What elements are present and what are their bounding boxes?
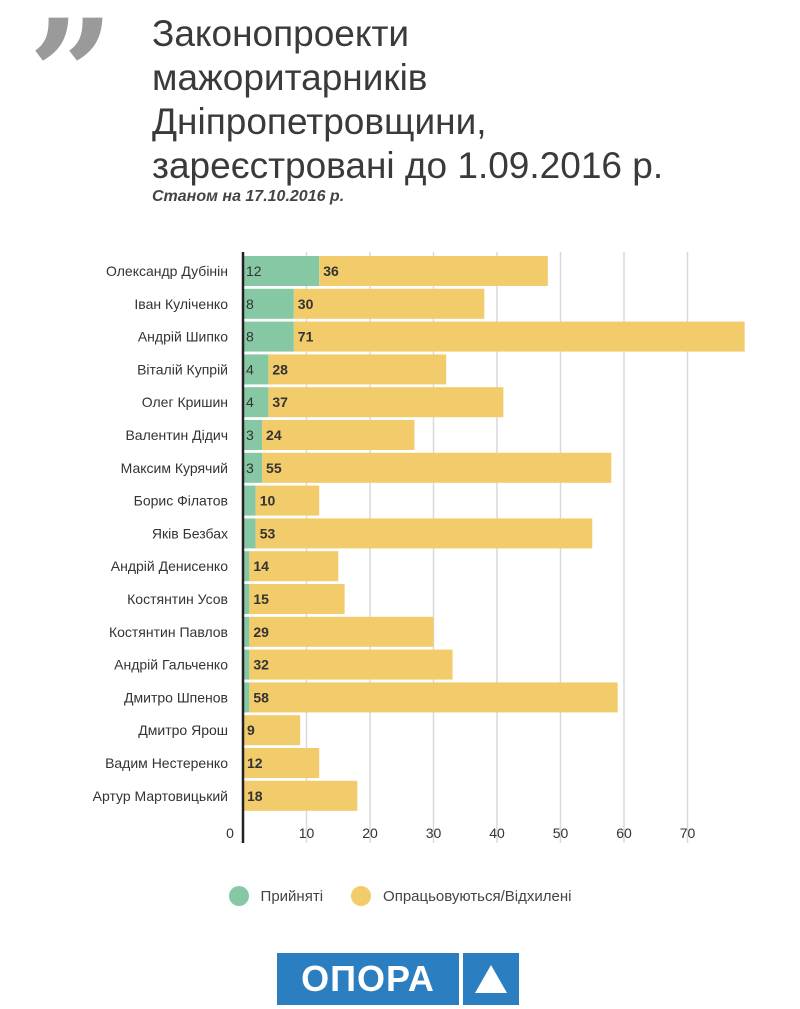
category-label: Андрій Шипко [138, 329, 228, 345]
data-label-pending: 53 [260, 525, 276, 541]
bar-accepted [243, 649, 250, 680]
data-label-pending: 32 [253, 657, 269, 673]
data-label-pending: 15 [253, 591, 269, 607]
bar-pending [262, 452, 612, 483]
bar-accepted [243, 288, 294, 319]
bar-accepted [243, 387, 269, 418]
legend-item-pending: Опрацьовуються/Відхилені [351, 886, 571, 906]
category-label: Вадим Нестеренко [105, 755, 228, 771]
data-label-pending: 9 [247, 722, 255, 738]
category-label: Артур Мартовицький [93, 788, 228, 804]
legend-label-pending: Опрацьовуються/Відхилені [383, 887, 572, 905]
data-label-pending: 10 [260, 493, 276, 509]
data-label-pending: 55 [266, 460, 282, 476]
category-label: Дмитро Ярош [138, 722, 228, 738]
data-label-accepted: 4 [246, 361, 254, 377]
chart-legend: Прийняті Опрацьовуються/Відхилені [0, 886, 800, 906]
category-label: Андрій Гальченко [114, 657, 228, 673]
bar-pending [319, 256, 548, 286]
bar-pending [268, 354, 447, 385]
bar-pending [249, 682, 618, 713]
legend-swatch-accepted [228, 886, 249, 906]
data-label-pending: 24 [266, 427, 282, 443]
x-tick-label-70: 70 [680, 825, 696, 841]
category-label: Дмитро Шпенов [124, 689, 228, 705]
bar-pending [243, 748, 320, 778]
category-label: Віталій Купрій [137, 361, 228, 377]
bar-accepted [243, 485, 256, 516]
bar-accepted [243, 420, 263, 450]
category-label: Костянтин Усов [127, 591, 228, 607]
bar-accepted [243, 616, 250, 647]
bar-chart: 0 10 20 30 40 50 60 70 Олександр Дубінін 12 36 Іван… [93, 252, 745, 843]
data-label-pending: 37 [272, 394, 288, 410]
legend-item-accepted: Прийняті [228, 886, 324, 906]
x-tick-label-10: 10 [299, 825, 315, 841]
bar-accepted [243, 321, 294, 352]
x-tick-label-50: 50 [553, 825, 569, 841]
bar-accepted [243, 682, 250, 713]
triangle-icon [463, 953, 519, 1005]
legend-swatch-pending [351, 886, 372, 906]
category-label: Борис Філатов [134, 493, 228, 509]
bar-pending [268, 387, 504, 418]
data-label-pending: 36 [323, 263, 339, 279]
bar-accepted [243, 518, 256, 549]
bar-pending [249, 551, 339, 582]
data-label-pending: 12 [247, 755, 263, 771]
data-label-pending: 71 [298, 329, 314, 345]
data-label-pending: 58 [253, 689, 269, 705]
data-label-accepted: 8 [246, 329, 254, 345]
legend-label-accepted: Прийняті [260, 887, 324, 905]
bar-accepted [243, 354, 269, 385]
category-label: Костянтин Павлов [109, 624, 228, 640]
data-label-pending: 29 [253, 624, 269, 640]
bar-accepted [243, 452, 263, 483]
category-label: Олександр Дубінін [106, 263, 228, 279]
category-label: Максим Курячий [121, 460, 228, 476]
category-label: Іван Куліченко [134, 296, 228, 312]
data-label-accepted: 12 [246, 263, 262, 279]
quote-mark-icon: ” [28, 0, 114, 163]
data-label-accepted: 4 [246, 394, 254, 410]
bar-pending [249, 649, 453, 680]
bar-accepted [243, 551, 250, 582]
x-tick-label-0: 0 [226, 825, 234, 841]
data-label-accepted: 8 [246, 296, 254, 312]
category-label: Олег Кришин [142, 394, 228, 410]
x-tick-label-20: 20 [362, 825, 378, 841]
category-label: Андрій Денисенко [111, 558, 228, 574]
data-label-pending: 18 [247, 788, 263, 804]
category-label: Яків Безбах [152, 525, 228, 541]
logo-text: ОПОРА [277, 953, 459, 1005]
bar-pending [255, 518, 593, 549]
data-label-pending: 30 [298, 296, 314, 312]
bar-accepted [243, 584, 250, 614]
bar-pending [243, 715, 301, 746]
category-label: Валентин Дідич [125, 427, 228, 443]
chart-title: Законопроекти мажоритарників Дніпропетро… [152, 13, 664, 186]
bar-pending [249, 584, 345, 614]
data-label-accepted: 3 [246, 460, 254, 476]
chart-subtitle: Станом на 17.10.2016 р. [152, 188, 345, 205]
bar-accepted [243, 256, 320, 286]
opora-logo: ОПОРА [277, 953, 519, 1005]
bar-pending [293, 288, 485, 319]
data-label-pending: 14 [253, 558, 269, 574]
x-tick-label-60: 60 [616, 825, 632, 841]
x-tick-label-30: 30 [426, 825, 442, 841]
bar-pending [293, 321, 745, 352]
bar-pending [255, 485, 320, 516]
x-tick-label-40: 40 [489, 825, 505, 841]
data-label-pending: 28 [272, 361, 288, 377]
data-label-accepted: 3 [246, 427, 254, 443]
bar-pending [249, 616, 434, 647]
bar-pending [262, 420, 415, 450]
bar-pending [243, 780, 358, 811]
